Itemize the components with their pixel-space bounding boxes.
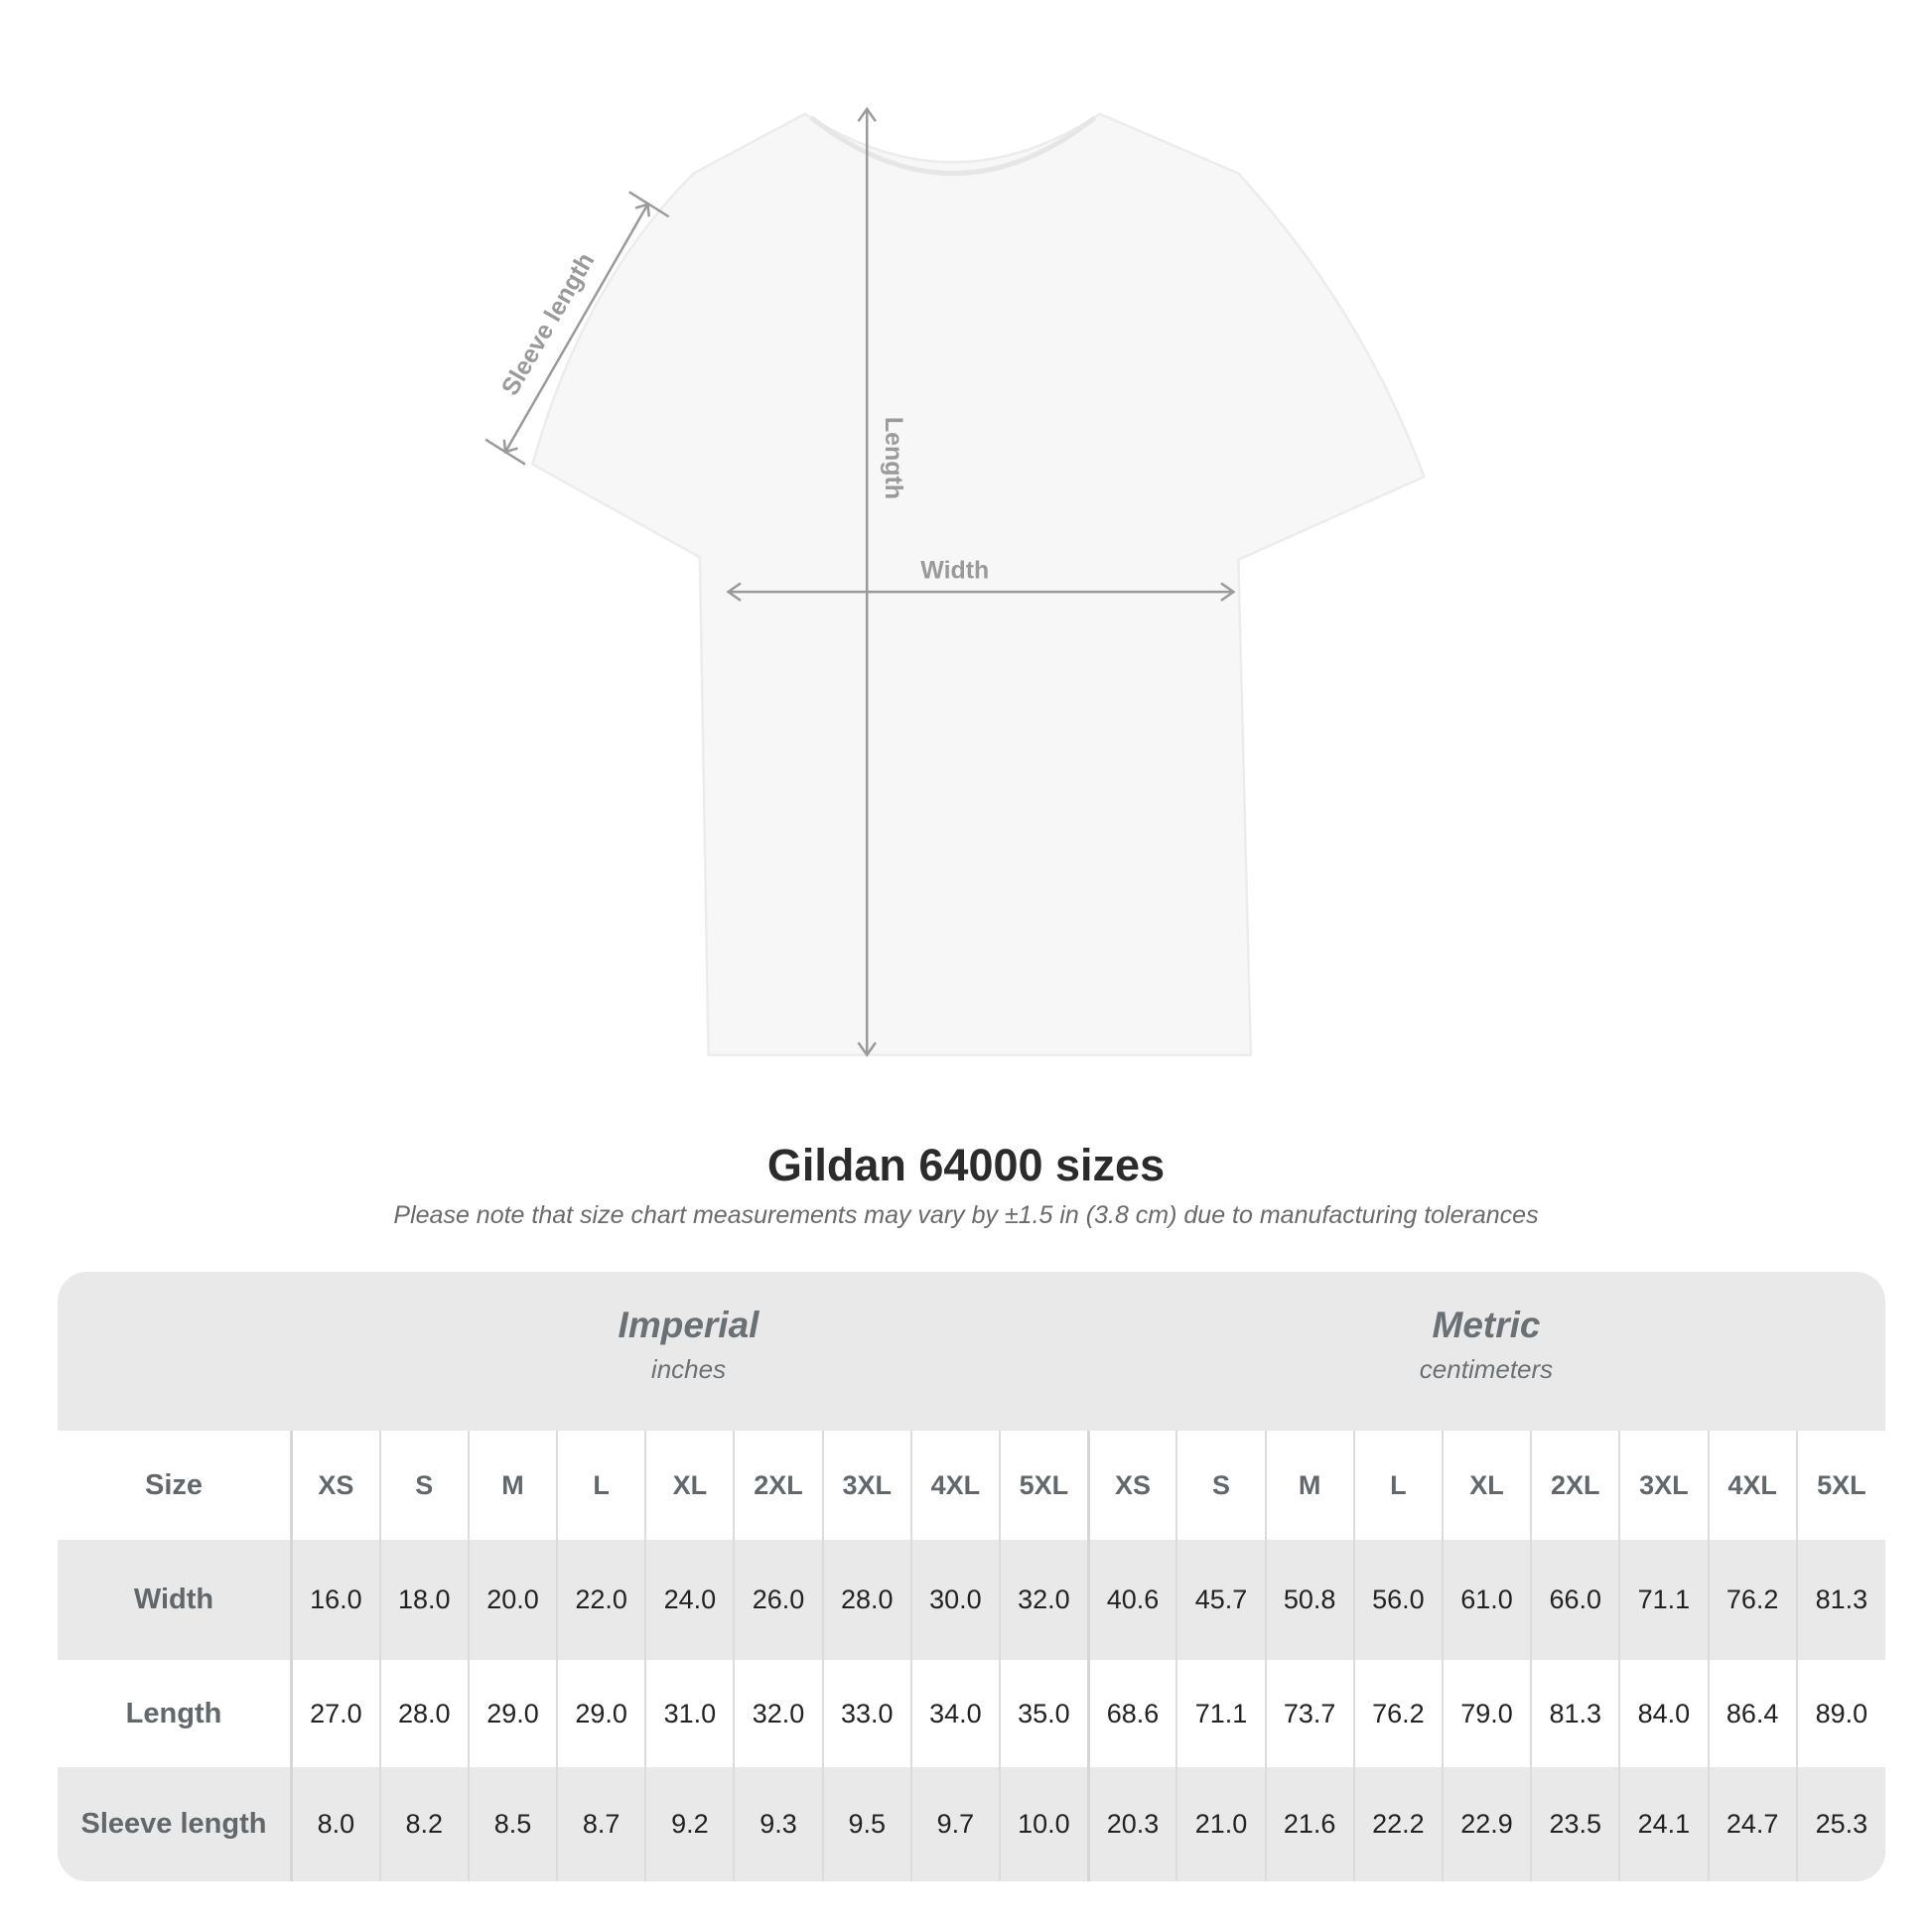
imperial-value-cell: 10.0 [998, 1767, 1089, 1881]
metric-value-cell: 20.3 [1086, 1767, 1177, 1881]
metric-value-cell: 22.9 [1441, 1767, 1532, 1881]
imperial-value-cell: 28.0 [378, 1660, 469, 1767]
metric-size-2xl: 2XL [1530, 1431, 1620, 1540]
length-label: Length [880, 417, 907, 499]
table-row: Sleeve length 8.0 8.2 8.5 8.7 9.2 9.3 9.5 9.7 10.… [58, 1767, 1885, 1881]
imperial-value-cell: 8.0 [290, 1767, 380, 1881]
imperial-size-5xl: 5XL [998, 1431, 1089, 1540]
imperial-value-cell: 33.0 [821, 1660, 911, 1767]
imperial-value-cell: 34.0 [909, 1660, 1000, 1767]
imperial-size-4xl: 4XL [909, 1431, 1000, 1540]
metric-value-cell: 23.5 [1530, 1767, 1620, 1881]
size-table-panel: Imperial inches Metric centimeters Size X… [58, 1272, 1885, 1881]
imperial-size-l: L [556, 1431, 646, 1540]
metric-size-xl: XL [1441, 1431, 1532, 1540]
imperial-value-cell: 30.0 [909, 1540, 1000, 1660]
metric-value-cell: 56.0 [1352, 1540, 1443, 1660]
metric-size-m: M [1264, 1431, 1354, 1540]
imperial-value-cell: 8.5 [467, 1767, 558, 1881]
metric-value-cell: 24.1 [1618, 1767, 1709, 1881]
metric-value-cell: 40.6 [1086, 1540, 1177, 1660]
metric-value-cell: 71.1 [1175, 1660, 1266, 1767]
metric-value-cell: 79.0 [1441, 1660, 1532, 1767]
metric-value-cell: 76.2 [1707, 1540, 1797, 1660]
metric-unit: centimeters [1419, 1354, 1554, 1384]
imperial-unit: inches [650, 1354, 727, 1384]
sleeve-arrow [484, 191, 670, 466]
row-label-size: Size [58, 1431, 293, 1540]
imperial-value-cell: 31.0 [644, 1660, 735, 1767]
metric-value-cell: 81.3 [1795, 1540, 1885, 1660]
table-row: Width 16.0 18.0 20.0 22.0 24.0 26.0 28.0 30.0 32.… [58, 1540, 1885, 1660]
metric-value-cell: 86.4 [1707, 1660, 1797, 1767]
metric-value-cell: 25.3 [1795, 1767, 1885, 1881]
imperial-value-cell: 29.0 [556, 1660, 646, 1767]
metric-value-cell: 76.2 [1352, 1660, 1443, 1767]
metric-value-cell: 71.1 [1618, 1540, 1709, 1660]
row-label: Width [58, 1540, 293, 1660]
metric-value-cell: 21.6 [1264, 1767, 1354, 1881]
metric-value-cell: 24.7 [1707, 1767, 1797, 1881]
metric-value-cell: 21.0 [1175, 1767, 1266, 1881]
imperial-size-s: S [378, 1431, 469, 1540]
imperial-value-cell: 8.2 [378, 1767, 469, 1881]
width-arrow [726, 582, 1236, 602]
width-label: Width [920, 556, 989, 584]
imperial-title: Imperial [618, 1305, 759, 1345]
metric-value-cell: 22.2 [1352, 1767, 1443, 1881]
imperial-value-cell: 16.0 [290, 1540, 380, 1660]
imperial-value-cell: 9.3 [733, 1767, 823, 1881]
metric-size-3xl: 3XL [1618, 1431, 1709, 1540]
imperial-value-cell: 9.5 [821, 1767, 911, 1881]
imperial-size-2xl: 2XL [733, 1431, 823, 1540]
row-label: Length [58, 1660, 293, 1767]
size-table: Size XS S M L XL 2XL 3XL 4XL 5XL XS S M L XL 2XL 3XL 4XL 5… [58, 1431, 1885, 1881]
metric-size-5xl: 5XL [1795, 1431, 1885, 1540]
metric-size-xs: XS [1086, 1431, 1177, 1540]
imperial-size-3xl: 3XL [821, 1431, 911, 1540]
imperial-value-cell: 18.0 [378, 1540, 469, 1660]
imperial-size-xs: XS [290, 1431, 380, 1540]
metric-size-l: L [1352, 1431, 1443, 1540]
imperial-value-cell: 28.0 [821, 1540, 911, 1660]
metric-size-4xl: 4XL [1707, 1431, 1797, 1540]
imperial-value-cell: 22.0 [556, 1540, 646, 1660]
collar [809, 115, 1097, 176]
page-title: Gildan 64000 sizes [766, 1140, 1166, 1190]
metric-value-cell: 50.8 [1264, 1540, 1354, 1660]
imperial-value-cell: 29.0 [467, 1660, 558, 1767]
metric-title: Metric [1432, 1305, 1541, 1345]
metric-value-cell: 89.0 [1795, 1660, 1885, 1767]
imperial-value-cell: 24.0 [644, 1540, 735, 1660]
table-row: Length 27.0 28.0 29.0 29.0 31.0 32.0 33.0 34.0 35… [58, 1660, 1885, 1767]
tolerance-note: Please note that size chart measurements… [393, 1201, 1539, 1229]
size-header-row: Size XS S M L XL 2XL 3XL 4XL 5XL XS S M L XL 2XL 3XL 4XL 5… [58, 1431, 1885, 1540]
metric-value-cell: 61.0 [1441, 1540, 1532, 1660]
imperial-value-cell: 8.7 [556, 1767, 646, 1881]
imperial-value-cell: 35.0 [998, 1660, 1089, 1767]
metric-value-cell: 45.7 [1175, 1540, 1266, 1660]
imperial-size-m: M [467, 1431, 558, 1540]
metric-value-cell: 73.7 [1264, 1660, 1354, 1767]
imperial-value-cell: 27.0 [290, 1660, 380, 1767]
imperial-value-cell: 9.2 [644, 1767, 735, 1881]
length-arrow [857, 106, 877, 1057]
imperial-size-xl: XL [644, 1431, 735, 1540]
imperial-header: Imperial inches [290, 1272, 1087, 1431]
imperial-value-cell: 20.0 [467, 1540, 558, 1660]
tshirt-diagram: Sleeve length Length Width [484, 106, 1427, 1057]
metric-header: Metric centimeters [1087, 1272, 1885, 1431]
metric-value-cell: 68.6 [1086, 1660, 1177, 1767]
metric-value-cell: 84.0 [1618, 1660, 1709, 1767]
imperial-value-cell: 32.0 [733, 1660, 823, 1767]
imperial-value-cell: 9.7 [909, 1767, 1000, 1881]
tshirt-shape [531, 112, 1427, 1056]
metric-value-cell: 66.0 [1530, 1540, 1620, 1660]
metric-value-cell: 81.3 [1530, 1660, 1620, 1767]
imperial-value-cell: 26.0 [733, 1540, 823, 1660]
row-label: Sleeve length [58, 1767, 293, 1881]
metric-size-s: S [1175, 1431, 1266, 1540]
imperial-value-cell: 32.0 [998, 1540, 1089, 1660]
